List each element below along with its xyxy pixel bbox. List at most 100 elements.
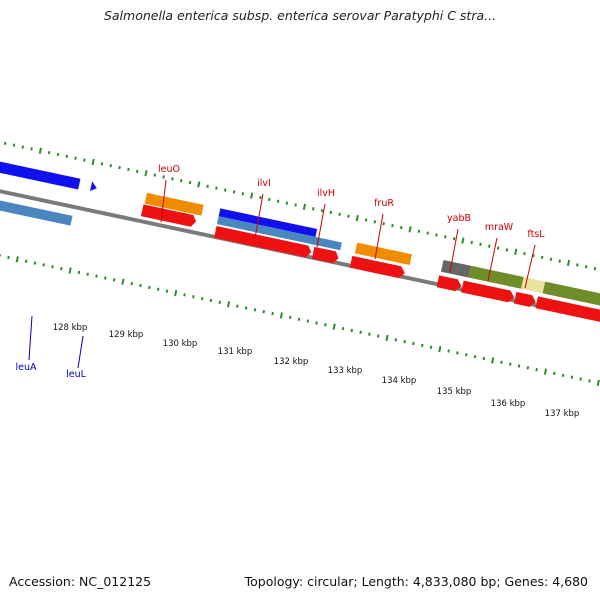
yabB-feature-gray[interactable] (440, 259, 471, 278)
topology-summary: Topology: circular; Length: 4,833,080 bp… (244, 574, 588, 589)
yabB-feature-red[interactable] (436, 275, 463, 292)
outer-track-tick (444, 235, 447, 239)
scale-label: 130 kbp (163, 339, 198, 349)
outer-track-tick (47, 150, 51, 155)
leuA-feature-steel[interactable] (0, 197, 73, 226)
ilvI-leader-line (254, 193, 264, 239)
mraW-label[interactable]: mraW (485, 222, 514, 233)
fruR-feature-orange[interactable] (354, 242, 412, 266)
downstream-feature-olive[interactable] (542, 281, 600, 315)
ilvH-label[interactable]: ilvH (317, 188, 335, 199)
outer-track-tick (100, 162, 104, 166)
inner-track-tick (121, 278, 125, 285)
inner-track-tick (456, 351, 459, 355)
inner-track-tick (104, 276, 107, 280)
outer-track-tick (179, 179, 183, 183)
outer-track-tick (426, 231, 429, 235)
outer-track-tick (267, 197, 271, 202)
inner-track-tick (376, 334, 380, 338)
leuL-feature-arrow[interactable] (90, 181, 98, 192)
outer-track-tick (276, 199, 280, 203)
scale-label: 133 kbp (328, 366, 363, 376)
outer-track-tick (549, 257, 553, 261)
leuL-label[interactable]: leuL (66, 369, 87, 380)
outer-track-tick (558, 259, 562, 263)
outer-track-tick (74, 156, 77, 160)
inner-track-tick (209, 298, 213, 303)
outer-track-tick (83, 158, 86, 162)
inner-track-tick (183, 293, 186, 297)
outer-track-tick (496, 246, 500, 250)
yabB-label[interactable]: yabB (447, 213, 471, 224)
leuA-feature-blue[interactable] (0, 159, 81, 190)
inner-track-tick (148, 285, 151, 290)
inner-track-tick (130, 281, 134, 286)
ilvH-feature-red[interactable] (311, 246, 340, 264)
leuO-label[interactable]: leuO (158, 164, 180, 175)
inner-track-tick (517, 364, 521, 368)
fruR-label[interactable]: fruR (374, 198, 394, 209)
inner-track-tick (543, 368, 548, 375)
inner-track-tick (332, 323, 336, 330)
inner-track-tick (570, 375, 574, 379)
inner-track-tick (218, 300, 222, 305)
leuL-leader-line (77, 335, 84, 369)
inner-track-tick (0, 253, 1, 258)
outer-track-tick (241, 192, 245, 196)
inner-track-tick (297, 317, 301, 321)
inner-track-tick (60, 267, 63, 271)
inner-track-tick (15, 256, 19, 263)
ilvI-feature-blue[interactable] (218, 208, 318, 237)
mraW-leader-line (487, 237, 498, 282)
outer-track-tick (162, 175, 165, 179)
inner-track-tick (350, 328, 354, 333)
outer-track-tick (452, 237, 456, 241)
outer-track-tick (523, 251, 526, 256)
outer-track-tick (408, 226, 412, 233)
inner-track-tick (236, 304, 239, 308)
ftsL-feature-red[interactable] (513, 291, 537, 308)
outer-track-tick (144, 170, 148, 177)
leuO-feature-red[interactable] (140, 204, 197, 227)
outer-track-tick (400, 225, 403, 230)
inner-dotted-track (0, 253, 600, 386)
inner-track-tick (174, 289, 178, 297)
inner-track-tick (7, 255, 10, 260)
inner-track-tick (77, 270, 81, 275)
outer-track-tick (197, 181, 201, 188)
mraW-feature-olive[interactable] (468, 265, 524, 289)
fruR-feature-red[interactable] (349, 255, 406, 279)
scale-labels: 128 kbp 129 kbp 130 kbp 131 kbp 132 kbp 133 k… (53, 323, 580, 419)
inner-track-tick (526, 366, 530, 370)
gene-labels: leuO ilvI ilvH fruR yabB mraW ftsL leuA leuL (15, 164, 545, 380)
inner-track-tick (324, 323, 327, 327)
leuA-leader-line (28, 315, 33, 361)
inner-track-tick (165, 289, 169, 293)
ftsL-feature-khaki[interactable] (521, 277, 546, 294)
inner-track-tick (403, 339, 406, 344)
leuA-label[interactable]: leuA (15, 362, 37, 373)
inner-track-tick (579, 377, 582, 381)
inner-track-tick (112, 278, 116, 282)
ilvH-feature-steel[interactable] (216, 216, 342, 251)
ftsL-label[interactable]: ftsL (527, 229, 545, 240)
ilvI-label[interactable]: ilvI (257, 178, 271, 189)
ilvI-feature-red[interactable] (214, 226, 312, 258)
fruR-leader-line (374, 213, 384, 260)
scale-label: 128 kbp (53, 323, 88, 333)
outer-dotted-track (3, 141, 597, 271)
inner-track-tick (226, 301, 231, 308)
inner-track-tick (288, 315, 292, 320)
inner-track-tick (482, 356, 486, 361)
genome-backbone (0, 184, 600, 330)
mraW-feature-red[interactable] (461, 280, 515, 304)
outer-track-tick (109, 164, 113, 168)
leuO-feature-orange[interactable] (144, 192, 204, 216)
scale-label: 137 kbp (545, 409, 580, 419)
inner-track-tick (359, 330, 362, 334)
downstream-feature-red[interactable] (535, 296, 600, 331)
inner-track-tick (86, 272, 89, 276)
feature-layer (0, 159, 600, 331)
outer-track-tick (223, 188, 227, 192)
